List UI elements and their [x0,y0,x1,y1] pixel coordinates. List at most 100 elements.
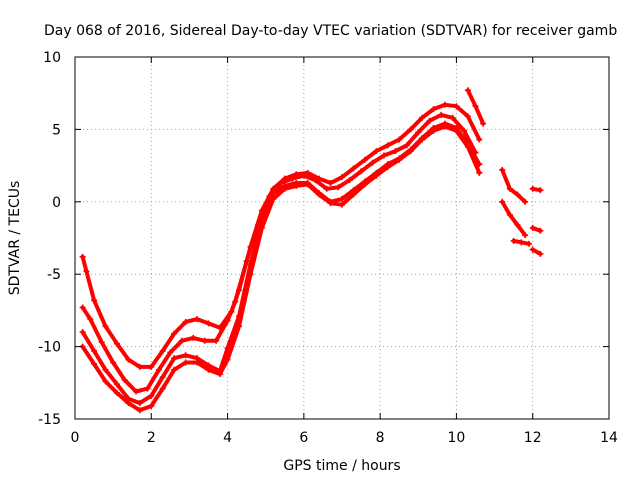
series-curve-4 [79,123,483,414]
data-point [159,347,166,354]
data-point [396,156,403,163]
data-point [167,349,174,356]
data-point [430,106,437,113]
data-point [91,360,98,367]
data-point [518,239,525,246]
data-point [216,371,223,378]
data-point [277,179,284,186]
data-point [304,181,311,188]
data-point [293,182,300,189]
data-point [339,174,345,181]
data-point [506,185,513,192]
data-point [79,304,86,311]
y-tick-label: -5 [47,267,61,283]
data-point [384,142,391,149]
data-point [148,392,155,399]
data-series [79,87,544,414]
data-point [125,356,132,363]
data-point [87,316,94,323]
plot-frame [74,56,610,420]
data-point [346,177,353,184]
data-point [369,159,376,166]
data-point [148,402,155,409]
y-tick-label: -10 [38,340,61,356]
data-point [464,87,471,94]
data-point [136,400,143,407]
data-point [522,198,529,205]
data-point [514,191,521,198]
data-point [171,355,178,362]
data-point [499,198,506,205]
data-point [537,227,544,234]
x-tick-label: 2 [147,430,156,446]
data-point [232,298,239,305]
data-point [529,224,536,231]
data-point [243,258,250,265]
x-axis-label: GPS time / hours [283,458,400,474]
data-point [415,129,422,136]
x-tick-label: 6 [299,430,308,446]
data-point [480,120,487,127]
data-point [419,114,426,121]
data-point [79,329,86,336]
series-curve-3 [79,120,483,407]
data-point [190,334,197,341]
data-point [380,152,387,159]
data-point [407,126,414,133]
data-point [392,148,399,155]
data-point [281,185,288,192]
data-point [194,316,201,323]
data-point [159,385,166,392]
data-point [136,363,143,370]
data-point [407,148,414,155]
data-point [224,317,231,324]
data-point [91,347,98,354]
data-point [438,111,445,118]
data-point [476,136,483,143]
data-point [194,359,201,366]
data-point [79,253,86,260]
data-point [396,136,403,143]
data-point [449,114,456,121]
tick-labels: 0 2 4 6 8 10 12 14 -15 -10 -5 0 5 10 [38,50,618,446]
data-point [426,117,433,124]
data-point [537,250,544,257]
data-point [102,378,109,385]
data-point [258,224,265,231]
series-fragment-a [464,87,487,127]
data-point [506,211,513,218]
x-tick-label: 12 [524,430,542,446]
data-point [300,172,307,179]
data-point [136,407,143,414]
series-fragment-c [499,198,529,239]
data-point [110,359,117,366]
series-fragment-f [529,224,544,234]
x-tick-label: 4 [223,430,232,446]
data-point [510,237,517,244]
data-point [213,337,220,344]
data-point [102,366,109,373]
x-tick-label: 0 [71,430,80,446]
data-point [113,340,120,347]
series-line-curve-2 [80,112,478,394]
data-point [327,179,334,186]
data-point [361,181,368,188]
data-point [270,195,277,202]
data-point [98,339,105,346]
series-fragment-g [529,246,544,257]
data-point [133,388,140,395]
data-point [529,246,536,253]
series-fragment-e [529,185,544,194]
x-tick-label: 8 [376,430,385,446]
data-point [350,191,357,198]
data-point [155,366,162,373]
data-point [373,172,380,179]
data-point [430,127,437,134]
data-point [83,268,90,275]
y-tick-label: 10 [43,50,61,66]
data-point [247,271,254,278]
data-point [91,297,98,304]
data-point [529,185,536,192]
